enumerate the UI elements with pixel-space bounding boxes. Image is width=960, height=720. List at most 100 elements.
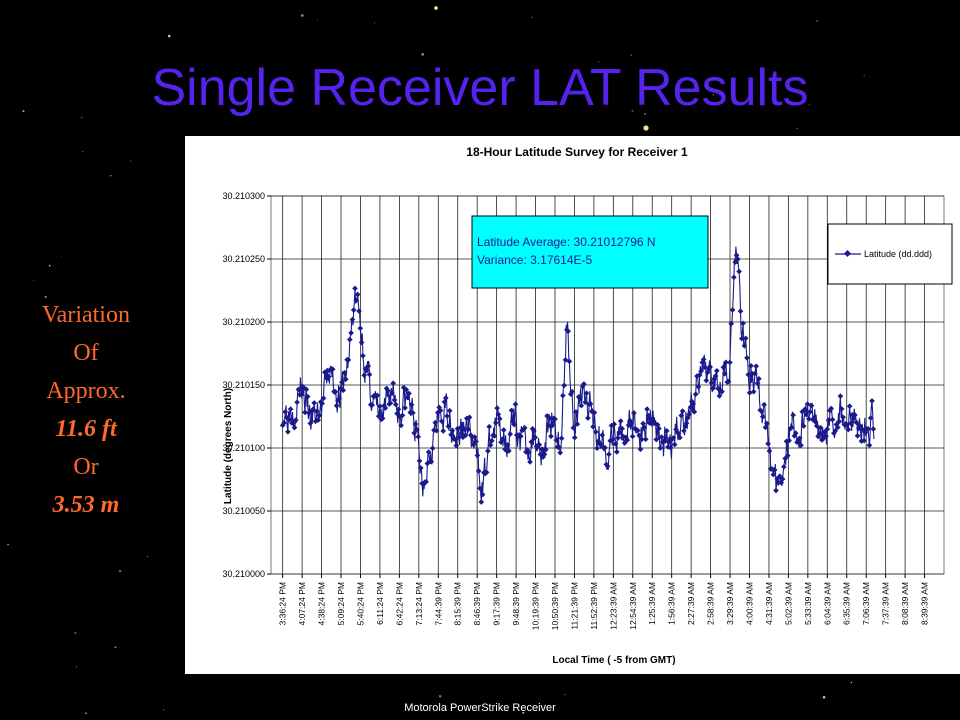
series-point	[552, 416, 558, 422]
series-point	[838, 406, 845, 412]
star	[44, 295, 47, 298]
star	[300, 14, 304, 17]
series-point	[508, 407, 515, 414]
series-point	[686, 411, 693, 418]
series-point	[398, 422, 404, 429]
series-point	[341, 369, 348, 376]
x-tick-label: 6:42:24 PM	[394, 582, 404, 625]
series-point	[437, 407, 444, 414]
series-point	[494, 405, 500, 411]
series-point	[670, 435, 677, 441]
series-point	[432, 419, 439, 426]
series-point	[531, 427, 537, 434]
series-point	[817, 424, 824, 431]
series-point	[350, 307, 357, 313]
series-point	[765, 440, 771, 447]
star	[850, 681, 853, 684]
variation-feet-value: 11.6 ft	[55, 416, 117, 442]
star	[808, 103, 811, 106]
series-point	[375, 413, 382, 420]
series-point	[570, 424, 577, 431]
series-point	[377, 403, 383, 410]
chart-title: 18-Hour Latitude Survey for Receiver 1	[466, 145, 688, 159]
series-point	[403, 386, 410, 393]
series-point	[844, 422, 850, 429]
series-point	[802, 406, 808, 413]
y-axis-label: Latitude (degrees North)	[223, 388, 234, 504]
series-point	[837, 393, 844, 399]
series-point	[406, 390, 412, 397]
x-tick-label: 6:11:24 PM	[375, 582, 385, 625]
x-tick-label: 7:06:39 AM	[861, 582, 871, 625]
series-point	[536, 441, 543, 448]
series-point	[417, 465, 424, 471]
star	[7, 543, 9, 546]
series-point	[507, 431, 514, 437]
series-point	[816, 431, 823, 437]
series-point	[692, 391, 699, 398]
variation-note-line-3: Approx.	[46, 378, 126, 404]
series-point	[348, 330, 354, 336]
series-point	[478, 499, 485, 505]
series-point	[642, 436, 649, 443]
x-tick-label: 3:29:39 AM	[725, 582, 735, 625]
y-tick-label: 30.210200	[222, 317, 265, 327]
series-point	[511, 421, 518, 428]
series-point	[734, 256, 741, 262]
series-point	[637, 446, 644, 453]
star	[816, 19, 818, 22]
series-point	[800, 423, 807, 429]
series-point	[677, 434, 683, 441]
series-point	[390, 380, 397, 387]
statistics-annotation: Latitude Average: 30.21012796 N Variance…	[471, 215, 709, 289]
y-tick-labels: 30.210300 30.210250 30.210200 30.210150 30.2…	[222, 191, 265, 579]
x-tick-label: 12:54:39 AM	[628, 582, 638, 630]
series-point	[582, 399, 589, 406]
x-tick-label: 8:39:39 AM	[920, 582, 930, 625]
latitude-survey-chart: 18-Hour Latitude Survey for Receiver 1 L…	[222, 145, 953, 666]
series-point	[611, 421, 618, 428]
series-point	[788, 424, 795, 431]
series-point	[385, 387, 391, 394]
series-point	[756, 375, 762, 382]
series-point	[303, 386, 310, 393]
series-point	[823, 433, 829, 439]
series-point	[606, 451, 612, 458]
series-point	[578, 402, 585, 409]
series-point	[553, 437, 560, 443]
series-point	[574, 421, 581, 427]
series-point	[681, 427, 687, 434]
annotation-variance: Variance: 3.17614E-5	[477, 253, 593, 267]
series-point	[471, 434, 478, 440]
series-point	[581, 381, 587, 387]
series-point	[320, 395, 327, 402]
x-tick-label: 8:08:39 AM	[900, 582, 910, 625]
series-point	[329, 366, 336, 373]
series-point	[796, 435, 803, 442]
series-point	[731, 274, 737, 281]
series-point	[829, 416, 836, 423]
series-point	[442, 395, 449, 401]
series-point	[698, 368, 704, 375]
star	[630, 54, 632, 56]
series-point	[423, 478, 429, 485]
series-point	[828, 405, 835, 412]
series-point	[495, 411, 502, 418]
series-point	[612, 441, 619, 447]
series-point	[296, 391, 303, 398]
star	[110, 174, 112, 177]
star	[643, 125, 649, 131]
series-point	[592, 429, 599, 435]
star	[644, 112, 647, 115]
series-point	[402, 405, 408, 411]
series-point	[389, 390, 395, 396]
series-point	[346, 336, 353, 343]
series-point	[532, 434, 539, 441]
x-tick-label: 7:44:39 PM	[433, 582, 443, 625]
series-point	[598, 441, 604, 448]
star	[114, 646, 117, 649]
series-point	[617, 418, 624, 424]
series-point	[512, 401, 519, 408]
series-point	[528, 439, 535, 445]
series-point	[761, 401, 767, 408]
